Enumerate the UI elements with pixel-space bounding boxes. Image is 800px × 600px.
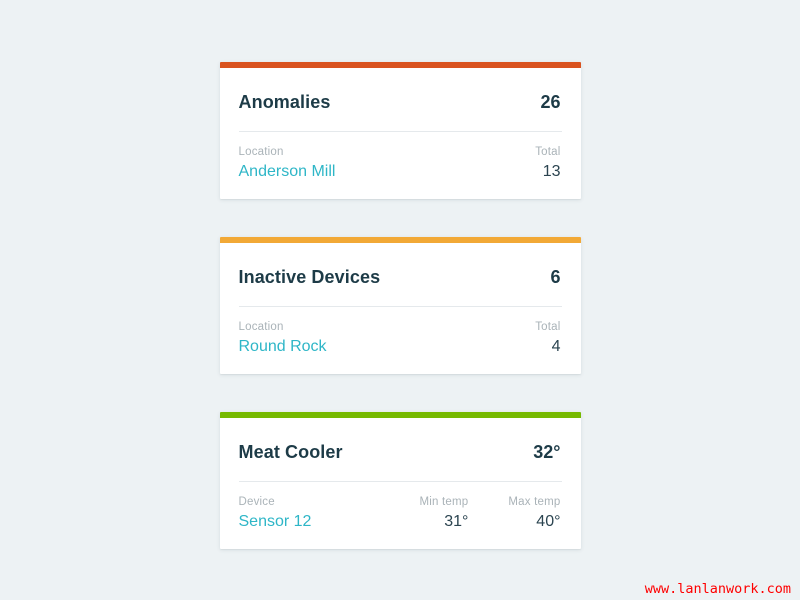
location-column: Location Round Rock [239,321,496,356]
location-link[interactable]: Anderson Mill [238,163,336,180]
location-column: Location Anderson Mill [239,146,496,181]
inactive-devices-card: Inactive Devices 6 Location Round Rock T… [219,237,581,374]
device-column: Device Sensor 12 [239,496,380,531]
location-label: Location [238,321,284,333]
watermark: www.lanlanwork.com [644,581,791,597]
divider [238,131,562,132]
total-column: Total 13 [535,146,560,181]
card-title: Anomalies [238,92,331,112]
anomalies-card: Anomalies 26 Location Anderson Mill Tota… [219,62,581,199]
total-value: 4 [551,338,561,355]
card-header: Inactive Devices 6 [220,243,581,306]
device-label: Device [238,496,275,508]
card-header: Anomalies 26 [220,68,581,131]
min-temp-column: Min temp 31° [420,496,469,531]
max-temp-column: Max temp 40° [508,496,560,531]
card-stats-row: Location Round Rock Total 4 [220,307,581,374]
max-temp-value: 40° [536,513,561,530]
total-label: Total [535,146,561,158]
divider [238,481,562,482]
max-temp-label: Max temp [508,496,561,508]
cards-column: Anomalies 26 Location Anderson Mill Tota… [219,62,581,549]
card-stats-row: Device Sensor 12 Min temp 31° Max temp 4… [220,482,581,549]
location-label: Location [238,146,284,158]
card-stats-row: Location Anderson Mill Total 13 [220,132,581,199]
location-link[interactable]: Round Rock [238,338,327,355]
total-label: Total [535,321,561,333]
total-column: Total 4 [535,321,560,356]
card-header: Meat Cooler 32° [220,418,581,481]
card-temperature-value: 32° [533,442,561,462]
min-temp-value: 31° [444,513,469,530]
card-title: Inactive Devices [238,267,381,287]
meat-cooler-card: Meat Cooler 32° Device Sensor 12 Min tem… [219,412,581,549]
card-total-value: 6 [550,267,561,287]
device-link[interactable]: Sensor 12 [238,513,312,530]
card-title: Meat Cooler [238,442,343,462]
total-value: 13 [542,163,561,180]
divider [238,306,562,307]
card-total-value: 26 [540,92,561,112]
min-temp-label: Min temp [419,496,469,508]
